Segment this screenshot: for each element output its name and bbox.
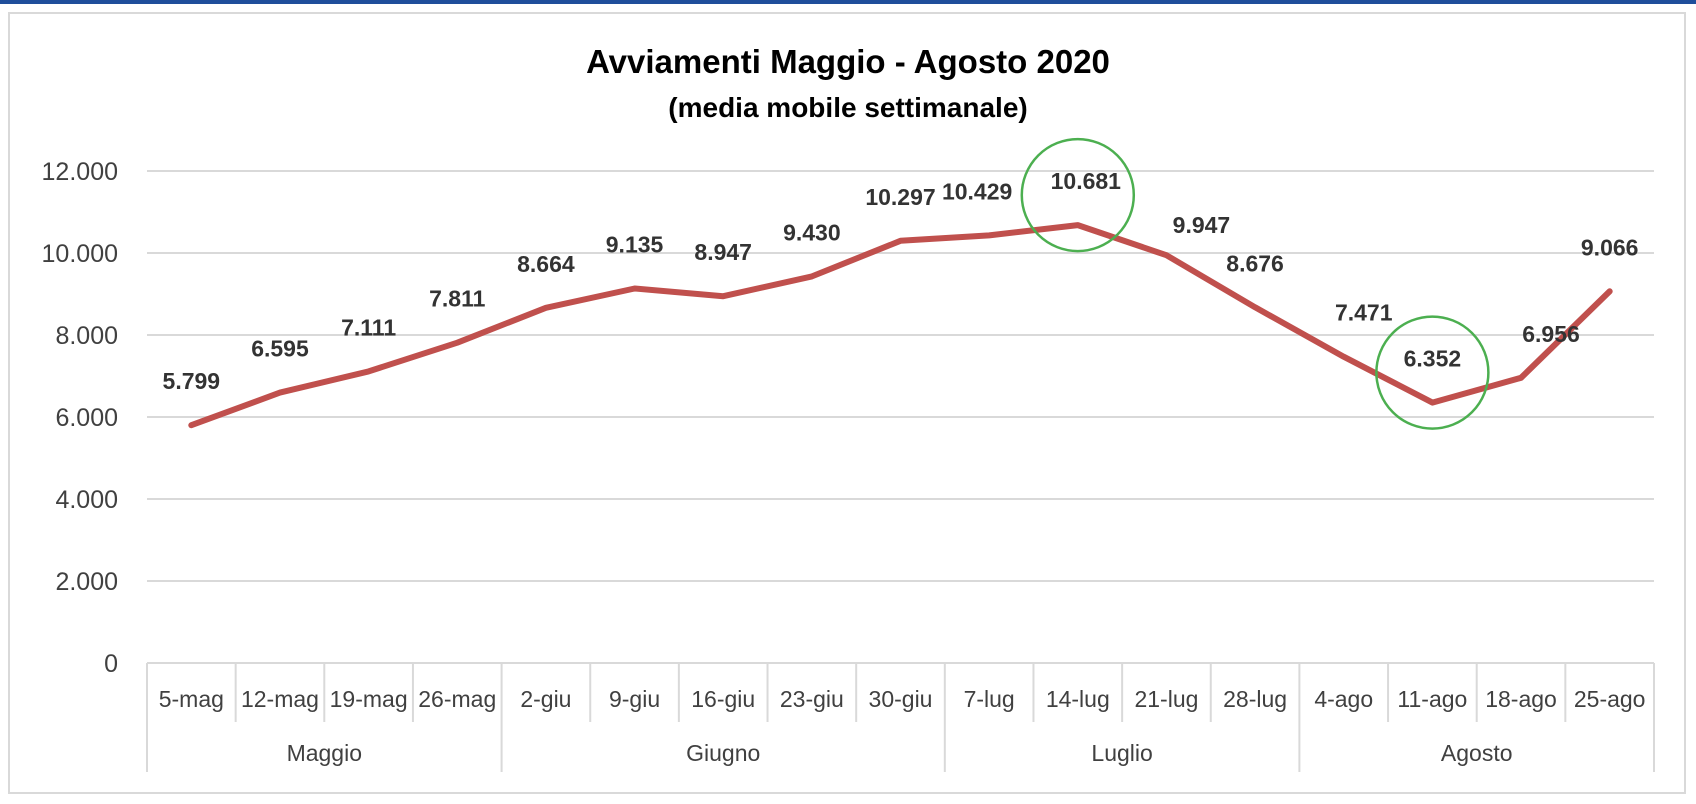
x-tick-label: 30-giu bbox=[869, 686, 933, 712]
data-label: 10.681 bbox=[1051, 168, 1122, 194]
data-label: 9.066 bbox=[1581, 234, 1639, 260]
y-axis: 0 2.000 4.000 6.000 8.000 10.000 12.000 bbox=[42, 158, 118, 678]
x-axis: 5-mag 12-mag 19-mag 26-mag 2-giu 9-giu 16-giu 2… bbox=[147, 663, 1654, 772]
y-tick-label: 6.000 bbox=[55, 404, 118, 432]
gridlines bbox=[147, 171, 1654, 581]
x-tick-label: 12-mag bbox=[241, 686, 319, 712]
chart-title: Avviamenti Maggio - Agosto 2020 bbox=[586, 43, 1110, 80]
x-tick-label: 19-mag bbox=[330, 686, 408, 712]
data-label: 7.111 bbox=[341, 314, 396, 340]
x-tick-label: 4-ago bbox=[1314, 686, 1373, 712]
x-tick-label: 7-lug bbox=[964, 686, 1015, 712]
y-tick-label: 4.000 bbox=[55, 486, 118, 514]
x-tick-label: 23-giu bbox=[780, 686, 844, 712]
data-label: 7.811 bbox=[429, 286, 485, 312]
x-tick-label: 5-mag bbox=[159, 686, 224, 712]
y-tick-label: 8.000 bbox=[55, 322, 118, 350]
data-label: 10.297 bbox=[865, 184, 935, 210]
x-group-label: Luglio bbox=[1091, 740, 1152, 766]
x-tick-label: 2-giu bbox=[520, 686, 571, 712]
x-tick-label: 16-giu bbox=[691, 686, 755, 712]
highlight-circle bbox=[1022, 139, 1134, 251]
x-tick-label: 28-lug bbox=[1223, 686, 1287, 712]
x-tick-label: 18-ago bbox=[1485, 686, 1557, 712]
data-label: 8.676 bbox=[1226, 250, 1284, 276]
data-label: 8.947 bbox=[694, 239, 752, 265]
data-label: 9.135 bbox=[606, 231, 664, 257]
data-label: 10.429 bbox=[942, 178, 1012, 204]
x-tick-label: 25-ago bbox=[1574, 686, 1646, 712]
x-group-label: Maggio bbox=[287, 740, 362, 766]
x-group-label: Agosto bbox=[1441, 740, 1513, 766]
x-tick-label: 14-lug bbox=[1046, 686, 1110, 712]
x-tick-label: 9-giu bbox=[609, 686, 660, 712]
data-labels: 5.799 6.595 7.111 7.811 8.664 9.135 8.947 9.430… bbox=[163, 168, 1639, 394]
chart-subtitle: (media mobile settimanale) bbox=[668, 92, 1027, 123]
data-label: 9.430 bbox=[783, 219, 841, 245]
series-line bbox=[191, 225, 1609, 425]
data-label: 5.799 bbox=[163, 368, 221, 394]
y-tick-label: 2.000 bbox=[55, 568, 118, 596]
series-line-group bbox=[191, 225, 1609, 425]
highlight-circle bbox=[1376, 317, 1488, 429]
y-tick-label: 10.000 bbox=[42, 240, 118, 268]
y-tick-label: 0 bbox=[104, 650, 118, 678]
x-group-label: Giugno bbox=[686, 740, 760, 766]
x-tick-label: 21-lug bbox=[1134, 686, 1198, 712]
data-label: 8.664 bbox=[517, 251, 575, 277]
data-label: 6.352 bbox=[1404, 346, 1462, 372]
data-label: 9.947 bbox=[1173, 212, 1231, 238]
data-label: 7.471 bbox=[1335, 300, 1393, 326]
data-label: 6.595 bbox=[251, 336, 309, 362]
data-label: 6.956 bbox=[1522, 321, 1580, 347]
y-tick-label: 12.000 bbox=[42, 158, 118, 186]
x-tick-label: 26-mag bbox=[418, 686, 496, 712]
x-tick-label: 11-ago bbox=[1397, 686, 1467, 712]
